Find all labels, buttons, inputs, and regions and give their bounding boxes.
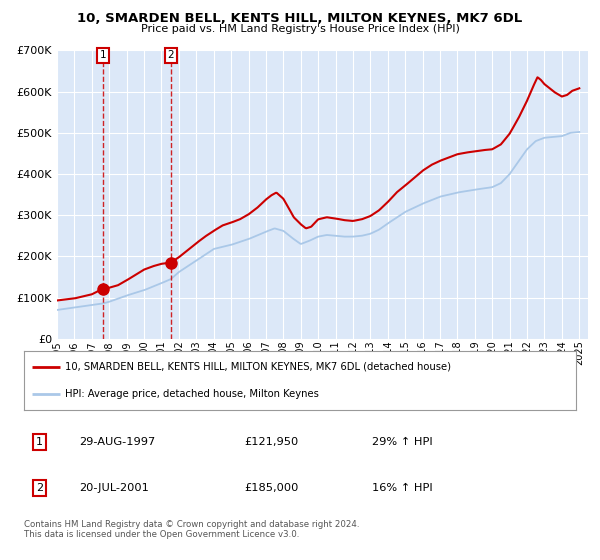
Text: 1: 1 [100,50,107,60]
Text: 29-AUG-1997: 29-AUG-1997 [79,437,155,447]
Text: 2: 2 [167,50,174,60]
Text: 29% ↑ HPI: 29% ↑ HPI [372,437,433,447]
Text: Price paid vs. HM Land Registry's House Price Index (HPI): Price paid vs. HM Land Registry's House … [140,24,460,34]
Text: £185,000: £185,000 [245,483,299,493]
Text: 10, SMARDEN BELL, KENTS HILL, MILTON KEYNES, MK7 6DL: 10, SMARDEN BELL, KENTS HILL, MILTON KEY… [77,12,523,25]
Text: Contains HM Land Registry data © Crown copyright and database right 2024.
This d: Contains HM Land Registry data © Crown c… [24,520,359,539]
Text: 2: 2 [36,483,43,493]
Text: 1: 1 [36,437,43,447]
Text: HPI: Average price, detached house, Milton Keynes: HPI: Average price, detached house, Milt… [65,389,319,399]
Text: 10, SMARDEN BELL, KENTS HILL, MILTON KEYNES, MK7 6DL (detached house): 10, SMARDEN BELL, KENTS HILL, MILTON KEY… [65,362,451,372]
Text: 16% ↑ HPI: 16% ↑ HPI [372,483,433,493]
Text: 20-JUL-2001: 20-JUL-2001 [79,483,149,493]
Text: £121,950: £121,950 [245,437,299,447]
